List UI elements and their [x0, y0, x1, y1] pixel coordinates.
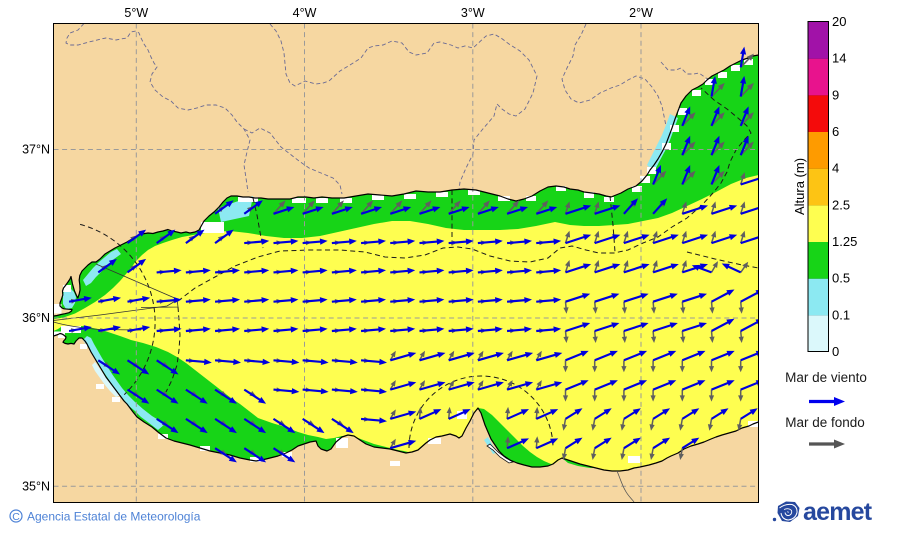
svg-text:0.5: 0.5 [832, 271, 850, 286]
svg-text:0: 0 [832, 344, 839, 359]
svg-text:6: 6 [832, 124, 839, 139]
svg-text:4°W: 4°W [293, 6, 317, 20]
svg-text:5°W: 5°W [124, 6, 148, 20]
svg-text:aemet: aemet [803, 498, 873, 526]
svg-text:14: 14 [832, 51, 846, 66]
svg-text:Agencia Estatal de Meteorologí: Agencia Estatal de Meteorología [27, 510, 201, 524]
svg-text:Altura (m): Altura (m) [792, 158, 807, 215]
svg-text:36°N: 36°N [22, 311, 50, 325]
svg-text:2.5: 2.5 [832, 197, 850, 212]
svg-text:4: 4 [832, 161, 839, 176]
svg-text:20: 20 [832, 14, 846, 29]
svg-text:1.25: 1.25 [832, 234, 857, 249]
svg-text:35°N: 35°N [22, 479, 50, 493]
svg-text:0.1: 0.1 [832, 307, 850, 322]
svg-text:3°W: 3°W [461, 6, 485, 20]
svg-text:37°N: 37°N [22, 143, 50, 157]
svg-text:C: C [12, 511, 20, 523]
svg-text:Mar de viento: Mar de viento [785, 370, 867, 385]
svg-text:9: 9 [832, 87, 839, 102]
svg-text:2°W: 2°W [629, 6, 653, 20]
svg-text:Mar de fondo: Mar de fondo [785, 415, 865, 430]
